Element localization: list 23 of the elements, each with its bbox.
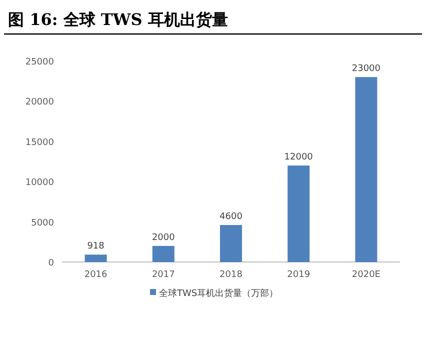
data-label: 23000: [352, 64, 381, 74]
x-tick-label: 2020E: [352, 270, 381, 280]
y-tick-label: 5000: [31, 218, 54, 228]
y-tick-label: 25000: [25, 58, 54, 68]
data-label: 12000: [284, 152, 314, 163]
y-tick-label: 20000: [25, 98, 54, 108]
x-tick-label: 2016: [84, 270, 108, 280]
data-label: 918: [87, 242, 105, 252]
bar: [355, 77, 378, 262]
y-tick-label: 0: [48, 258, 54, 268]
chart-title: 图 16: 全球 TWS 耳机出货量: [8, 10, 228, 29]
x-tick-label: 2018: [220, 270, 243, 280]
legend-label: 全球TWS耳机出货量（万部）: [159, 288, 278, 299]
data-label: 2000: [152, 232, 176, 243]
bar: [152, 246, 174, 262]
bar: [84, 254, 107, 262]
x-tick-label: 2019: [287, 270, 310, 280]
data-label: 4600: [220, 212, 243, 222]
bar: [220, 225, 242, 262]
y-tick-label: 10000: [25, 178, 54, 188]
x-tick-label: 2017: [152, 270, 175, 280]
bar: [288, 166, 310, 262]
y-tick-label: 15000: [25, 138, 54, 148]
